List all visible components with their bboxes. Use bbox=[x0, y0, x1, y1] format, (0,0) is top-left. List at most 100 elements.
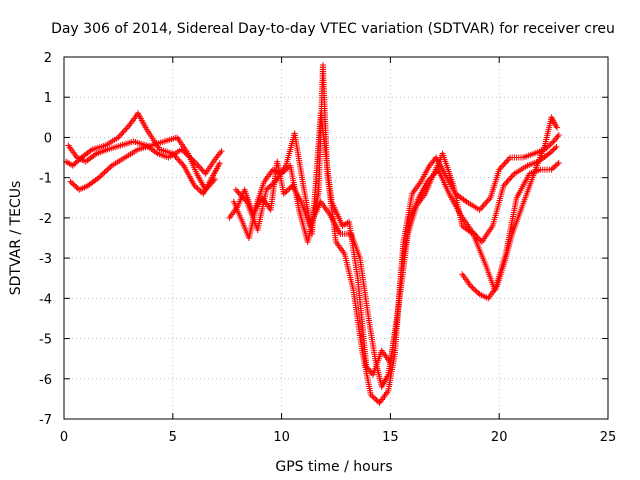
data-point bbox=[195, 186, 202, 193]
data-point bbox=[284, 165, 291, 172]
y-tick-label: 1 bbox=[44, 91, 52, 106]
data-point bbox=[555, 159, 562, 166]
data-point bbox=[193, 184, 200, 191]
data-point bbox=[194, 185, 201, 192]
y-axis-label: SDTVAR / TECUs bbox=[8, 181, 24, 296]
data-point bbox=[263, 186, 270, 193]
data-point bbox=[283, 188, 290, 195]
data-point bbox=[370, 394, 377, 401]
data-point bbox=[67, 178, 74, 185]
data-point bbox=[282, 189, 289, 196]
data-point bbox=[185, 153, 192, 160]
data-point bbox=[181, 149, 188, 156]
data-point bbox=[547, 141, 554, 148]
x-tick-label: 10 bbox=[273, 430, 290, 445]
data-point bbox=[107, 163, 114, 170]
y-tick-label: 2 bbox=[44, 51, 52, 66]
data-point bbox=[179, 147, 186, 154]
data-point bbox=[373, 397, 380, 404]
data-point bbox=[470, 285, 477, 292]
data-point bbox=[184, 151, 191, 158]
data-points bbox=[63, 62, 562, 406]
data-point bbox=[101, 169, 108, 176]
y-tick-label: -5 bbox=[39, 333, 52, 348]
y-tick-label: -2 bbox=[39, 212, 52, 227]
series-track-6 bbox=[232, 110, 562, 378]
data-point bbox=[71, 161, 78, 168]
data-point bbox=[552, 145, 559, 152]
data-point bbox=[548, 166, 555, 173]
data-point bbox=[71, 182, 78, 189]
y-tick-label: -3 bbox=[39, 252, 52, 267]
grid-lines bbox=[64, 57, 608, 419]
y-tick-label: 0 bbox=[44, 131, 52, 146]
x-tick-label: 0 bbox=[60, 430, 68, 445]
data-point bbox=[70, 181, 77, 188]
data-point bbox=[191, 182, 198, 189]
data-point bbox=[105, 165, 112, 172]
data-point bbox=[190, 157, 197, 164]
data-point bbox=[68, 180, 75, 187]
series-track-3 bbox=[65, 138, 225, 177]
data-point bbox=[269, 181, 276, 188]
data-point bbox=[266, 184, 273, 191]
data-point bbox=[216, 160, 223, 167]
y-tick-label: -7 bbox=[39, 413, 52, 428]
data-point bbox=[218, 148, 225, 155]
data-point bbox=[472, 287, 479, 294]
data-point bbox=[555, 132, 562, 139]
y-tick-label: -6 bbox=[39, 373, 52, 388]
data-point bbox=[187, 154, 194, 161]
data-point bbox=[104, 166, 111, 173]
chart-title: Day 306 of 2014, Sidereal Day-to-day VTE… bbox=[51, 21, 615, 37]
x-tick-label: 15 bbox=[382, 430, 399, 445]
data-point bbox=[73, 184, 80, 191]
data-point bbox=[549, 139, 556, 146]
data-point bbox=[69, 162, 76, 169]
x-tick-label: 25 bbox=[600, 430, 617, 445]
series-track-7 bbox=[459, 114, 561, 302]
data-point bbox=[197, 188, 204, 195]
y-tick-label: -4 bbox=[39, 292, 52, 307]
data-point bbox=[286, 185, 293, 192]
data-point bbox=[549, 165, 556, 172]
x-axis-label: GPS time / hours bbox=[275, 459, 392, 475]
x-tick-label: 5 bbox=[169, 430, 177, 445]
series-track-1 bbox=[63, 110, 223, 197]
y-tick-label: -1 bbox=[39, 172, 52, 187]
data-point bbox=[211, 176, 218, 183]
data-point bbox=[547, 149, 554, 156]
data-point bbox=[546, 150, 553, 157]
data-point bbox=[188, 155, 195, 162]
data-point bbox=[554, 124, 561, 131]
data-point bbox=[97, 173, 104, 180]
data-point bbox=[72, 159, 79, 166]
plot-frame bbox=[63, 56, 609, 420]
data-point bbox=[100, 170, 107, 177]
data-point bbox=[544, 143, 551, 150]
data-point bbox=[554, 161, 561, 168]
data-point bbox=[367, 391, 374, 398]
data-point bbox=[473, 288, 480, 295]
data-point bbox=[475, 289, 482, 296]
data-point bbox=[270, 180, 277, 187]
data-point bbox=[372, 395, 379, 402]
data-point bbox=[95, 174, 102, 181]
x-axis-ticks: 0 5 10 15 20 25 bbox=[60, 57, 616, 445]
data-point bbox=[264, 185, 271, 192]
data-point bbox=[553, 143, 560, 150]
data-point bbox=[551, 163, 558, 170]
data-point bbox=[267, 182, 274, 189]
data-point bbox=[369, 393, 376, 400]
data-point bbox=[280, 190, 287, 197]
data-point bbox=[285, 186, 292, 193]
data-point bbox=[469, 284, 476, 291]
data-point bbox=[552, 162, 559, 169]
data-point bbox=[103, 167, 110, 174]
data-point bbox=[550, 146, 557, 153]
data-point bbox=[178, 146, 185, 153]
x-tick-label: 20 bbox=[491, 430, 508, 445]
data-point bbox=[98, 171, 105, 178]
data-point bbox=[467, 283, 474, 290]
